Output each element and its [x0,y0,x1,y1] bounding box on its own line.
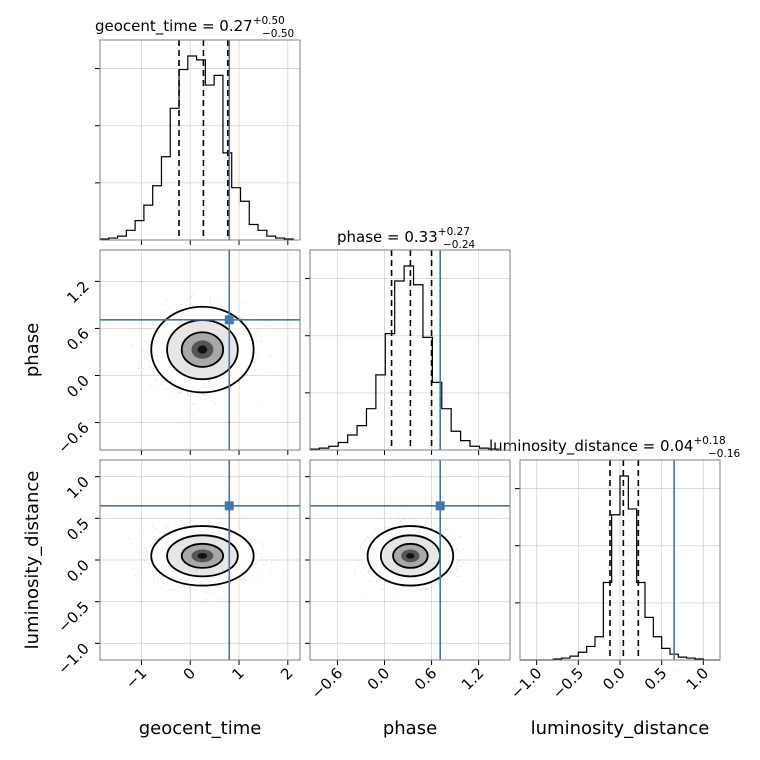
title-phase-sub: −0.24 [443,239,475,251]
tick-label-x-geocent_time: 2 [277,664,296,683]
tick-label-x-geocent_time: 0 [180,664,199,683]
xlabel-phase: phase [383,718,437,739]
title-geocent_time-main: geocent_time = 0.27 [95,17,253,36]
tick-label-y-luminosity_distance: 0.5 [63,514,93,544]
histogram-luminosity_distance [520,475,720,661]
truth-marker [435,501,445,511]
title-luminosity_distance: luminosity_distance = 0.04+0.18 [489,435,726,456]
density-geocent_time-phase [100,250,300,450]
title-phase-sup: +0.27 [438,226,470,238]
contour-line-1 [166,534,239,578]
panel-frame-geocent_time-phase [99,249,301,451]
density-level-4 [406,553,415,559]
hist-frame-geocent_time [99,39,301,241]
tick-label-x-luminosity_distance: 0.0 [599,664,629,694]
title-phase: phase = 0.33+0.27 [337,226,470,246]
contour-line-0 [150,305,255,394]
contour-line-0 [150,525,255,587]
tick-label-x-luminosity_distance: 0.5 [641,664,671,694]
contour-line-0 [366,525,455,587]
hist-frame-luminosity_distance [519,459,721,661]
tick-label-y-luminosity_distance: −0.5 [54,598,92,636]
xlabel-luminosity_distance: luminosity_distance [531,718,710,739]
density-level-4 [197,553,208,559]
tick-label-x-phase: 0.0 [364,664,394,694]
ylabel-luminosity_distance: luminosity_distance [22,471,43,650]
tick-label-x-luminosity_distance: −1.0 [507,664,545,702]
tick-label-x-phase: −0.6 [308,664,346,702]
ylabel-phase: phase [22,323,43,377]
title-luminosity_distance-sup: +0.18 [693,435,725,447]
panel-frame-geocent_time-luminosity_distance [99,459,301,661]
tick-label-x-geocent_time: −1 [122,664,150,692]
density-phase-luminosity_distance [310,460,510,660]
tick-label-x-luminosity_distance: −0.5 [549,664,587,702]
tick-label-y-phase: −0.6 [54,419,92,457]
title-phase-main: phase = 0.33 [337,228,438,246]
histogram-phase [309,265,499,450]
title-geocent_time: geocent_time = 0.27+0.50 [95,15,285,36]
tick-label-x-phase: 1.2 [458,664,488,694]
density-level-4 [197,345,208,354]
tick-label-y-luminosity_distance: 0.0 [63,556,93,586]
tick-label-y-phase: 1.2 [63,277,93,307]
xlabel-geocent_time: geocent_time [139,718,262,739]
hist-frame-phase [309,249,511,451]
tick-label-y-phase: 0.0 [63,372,93,402]
truth-marker [224,501,234,511]
tick-label-x-geocent_time: 1 [228,664,247,683]
contour-line-2 [180,331,225,368]
panels-group: −1.0 −0.5 0.0 0.5 1.0−0.60.00.61.2−1 0 1 2−1.0−… [54,39,721,703]
histogram-geocent_time [99,55,294,240]
panel-frame-phase-luminosity_distance [309,459,511,661]
tick-label-x-phase: 0.6 [411,664,441,694]
title-luminosity_distance-main: luminosity_distance = 0.04 [489,437,693,456]
tick-label-x-luminosity_distance: 1.0 [683,664,713,694]
contour-line-2 [180,542,225,569]
title-geocent_time-sub: −0.50 [262,28,294,40]
title-luminosity_distance-sub: −0.16 [708,448,740,460]
tick-label-y-luminosity_distance: −1.0 [54,639,92,677]
title-geocent_time-sup: +0.50 [253,15,285,27]
tick-label-y-luminosity_distance: 1.0 [63,473,93,503]
density-geocent_time-luminosity_distance [100,460,300,660]
contour-line-2 [392,542,429,569]
tick-label-y-phase: 0.6 [63,325,93,355]
truth-marker [224,315,234,325]
